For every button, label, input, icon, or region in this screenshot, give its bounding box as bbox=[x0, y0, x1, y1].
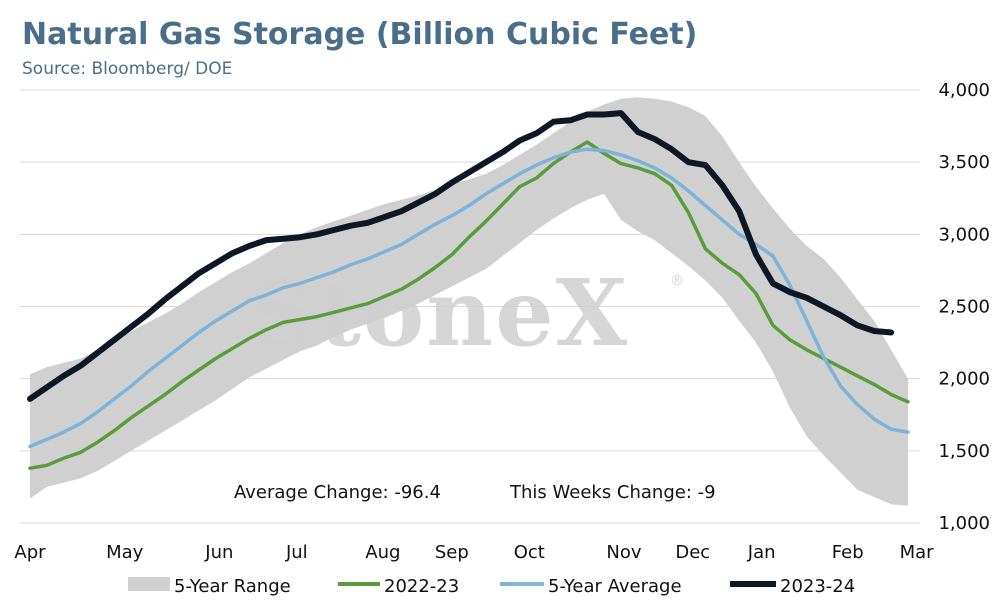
annotation-average-change: Average Change: -96.4 bbox=[234, 482, 441, 503]
y-tick-label: 2,000 bbox=[938, 369, 990, 390]
y-tick-label: 1,500 bbox=[938, 441, 990, 462]
x-tick-label: Aug bbox=[365, 542, 400, 563]
series-line-2022-23 bbox=[28, 140, 910, 470]
chart-title: Natural Gas Storage (Billion Cubic Feet) bbox=[22, 17, 697, 52]
x-tick-label: Oct bbox=[514, 542, 545, 563]
y-tick-label: 3,500 bbox=[938, 152, 990, 173]
x-tick-label: Nov bbox=[606, 542, 641, 563]
x-tick-label: Feb bbox=[832, 542, 864, 563]
x-axis-ticks: Apr May Jun Jul Aug Sep Oct Nov Dec Jan Feb Mar bbox=[14, 542, 934, 563]
x-tick-label: Sep bbox=[435, 542, 469, 563]
series-line-2023-24 bbox=[27, 110, 895, 402]
legend-swatch-5-year-range bbox=[128, 577, 170, 591]
x-tick-label: Jan bbox=[747, 542, 776, 563]
chart-subtitle: Source: Bloomberg/ DOE bbox=[22, 59, 232, 79]
x-tick-label: Dec bbox=[675, 542, 710, 563]
legend-label-5-year-average: 5-Year Average bbox=[548, 576, 682, 597]
y-tick-label: 1,000 bbox=[938, 513, 990, 534]
x-tick-label: Mar bbox=[900, 542, 935, 563]
annotation-this-week-change: This Weeks Change: -9 bbox=[509, 482, 716, 503]
y-axis-ticks: 1,000 1,500 2,000 2,500 3,000 3,500 4,000 bbox=[938, 80, 990, 534]
x-tick-label: Jul bbox=[285, 542, 308, 563]
legend-label-2022-23: 2022-23 bbox=[384, 576, 459, 597]
legend-label-5-year-range: 5-Year Range bbox=[174, 576, 291, 597]
series-line-5-year-average bbox=[28, 147, 910, 449]
series-lines bbox=[27, 110, 910, 470]
x-tick-label: Apr bbox=[14, 542, 46, 563]
y-tick-label: 4,000 bbox=[938, 80, 990, 101]
range-band-area bbox=[30, 97, 908, 506]
x-tick-label: Jun bbox=[204, 542, 233, 563]
watermark: StoneX ® bbox=[250, 259, 684, 367]
y-tick-label: 2,500 bbox=[938, 297, 990, 318]
legend: 5-Year Range 2022-23 5-Year Average 2023… bbox=[128, 576, 855, 597]
legend-label-2023-24: 2023-24 bbox=[780, 576, 855, 597]
y-tick-label: 3,000 bbox=[938, 224, 990, 245]
x-tick-label: May bbox=[106, 542, 144, 563]
watermark-text: StoneX bbox=[250, 259, 629, 367]
watermark-registered-mark: ® bbox=[670, 273, 684, 289]
